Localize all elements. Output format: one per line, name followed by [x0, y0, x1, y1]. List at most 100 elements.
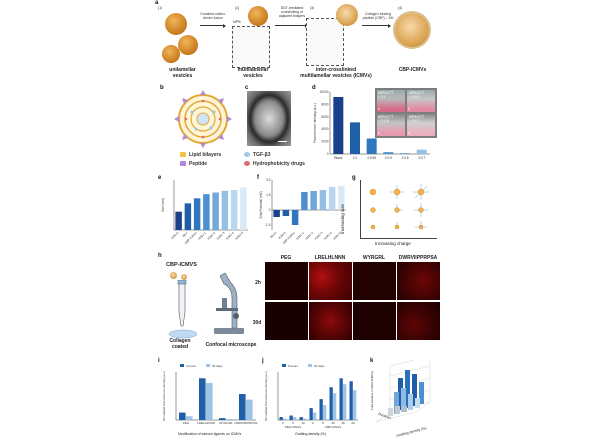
e-xtick-label: MLV	[182, 231, 189, 238]
multilamellar-vesicle	[248, 6, 268, 26]
panel-e-label: e	[158, 175, 162, 181]
photo-marker-a: a	[378, 107, 380, 111]
d-ytick-label: 10000	[320, 90, 329, 94]
i-bar	[186, 416, 193, 420]
j-group-label: PEG-ICMVs	[285, 425, 302, 429]
j-xtick-label: 2	[312, 421, 314, 425]
legend-peptide-swatch	[180, 161, 186, 166]
d-ytick-label: 4000	[321, 127, 328, 131]
f-bar	[301, 192, 308, 210]
j-legend-swatch	[282, 364, 286, 367]
j-bar	[279, 417, 283, 420]
i-legend-swatch	[180, 364, 184, 367]
step-2-label: (2)	[235, 6, 240, 10]
f-xtick-label: ICMV-5	[332, 231, 342, 241]
panel-k-label: k	[370, 358, 374, 364]
e-bar	[175, 211, 182, 230]
legend-peptide-label: Peptide	[189, 161, 208, 167]
multilamellar-zoom-box	[232, 26, 270, 68]
d-xtick-label: Blank	[334, 156, 342, 160]
d-xtick-label: 2:0.7	[418, 156, 425, 160]
d-xtick-label: 2:0.9	[385, 156, 392, 160]
f-ytick-label: 0	[269, 208, 271, 212]
photo-label-b: MPB:DTT = 2:0.9	[409, 91, 425, 99]
j-xtick-label: 10	[331, 421, 335, 425]
fluor-dwrviipprpsa-2h	[397, 262, 440, 300]
photo-tube-c	[377, 114, 405, 136]
e-bar	[221, 190, 229, 230]
panel-f-label: f	[257, 175, 259, 181]
f-ytick-label: 3.0	[266, 178, 271, 182]
d-xtick-label: 2:1	[353, 156, 358, 160]
j-bar	[339, 378, 343, 420]
j-xtick-label: 5	[322, 421, 324, 425]
f-ytick-label: 1.5	[266, 193, 271, 197]
fluor-wyrgrl-30d	[353, 302, 396, 340]
photo-marker-c: c	[378, 131, 380, 135]
cbp-icmv-caption: CBP-ICMVs	[398, 67, 427, 73]
f-xtick-label: ICMV-3	[314, 231, 324, 241]
size-charge-particles	[369, 184, 429, 230]
collagen-caption: Collagen coated	[169, 338, 191, 350]
size-axis-label: Increasing size	[340, 203, 345, 234]
photo-marker-b: b	[408, 107, 410, 111]
e-xtick-label: ICMV-5	[234, 231, 244, 241]
i-xtick-label: WYRGRL	[219, 421, 232, 425]
f-xtick-label: ICMV-2	[304, 231, 314, 241]
step-4-label: (4)	[398, 6, 403, 10]
d-xtick-label: 2:0.95	[367, 156, 376, 160]
e-bar	[230, 190, 238, 230]
j-bar	[299, 417, 303, 420]
legend-lipid-label: Lipid bilayers	[189, 152, 222, 158]
photo-tube-b	[407, 90, 435, 112]
arrow-cbp	[362, 23, 391, 28]
i-bar	[199, 378, 206, 420]
photo-marker-d: d	[408, 131, 410, 135]
ligand-bar-chart: Normalized Fluorescence intensity (a.u.)…	[162, 364, 257, 425]
f-bar	[328, 187, 336, 210]
step-3-label: (3)	[310, 6, 315, 10]
d-ytick-label: 2000	[321, 140, 328, 144]
j-bar	[309, 408, 313, 420]
col-header-peg: PEG	[280, 255, 292, 261]
e-bar	[203, 194, 210, 230]
e-bar	[184, 203, 192, 230]
f-bar	[273, 210, 280, 217]
unilamellar-caption: unilamellar vesicles	[169, 67, 196, 79]
i-legend-swatch	[206, 364, 210, 367]
f-bar	[282, 210, 290, 216]
j-xtick-label: 2	[282, 421, 284, 425]
photo-tube-d	[407, 114, 435, 136]
d-bar	[366, 138, 377, 154]
panel-i-label: i	[158, 358, 160, 364]
mpb-label: MPB	[233, 20, 241, 24]
cbp-icmv-particle-1	[170, 272, 177, 279]
legend-tgf-swatch	[244, 152, 250, 157]
f-ylabel: Zeta Potential (mV)	[259, 191, 263, 218]
f-xtick-label: ICMV-4	[323, 231, 333, 241]
fluor-peg-2h	[265, 262, 308, 300]
j-xtick-label: 15	[341, 421, 345, 425]
j-group-label: CBP-ICMVs	[325, 425, 342, 429]
e-xtick-label: ICMV-1	[197, 231, 207, 241]
confocal-caption: Confocal microscope	[205, 342, 257, 348]
i-bar	[219, 418, 226, 420]
j-xtick-label: 20	[351, 421, 355, 425]
arrow-fusion	[200, 23, 226, 28]
multilamellar-caption: multilamellar vesicles	[237, 67, 269, 79]
j-bar	[289, 415, 293, 420]
j-legend-label: 0 hours	[288, 364, 299, 368]
chart-k-ylabel: Fold (relative to PEG-ICMVs)	[370, 371, 374, 410]
cbp-icmv-vesicle	[395, 13, 429, 47]
chart-i-xlabel: Modification of various ligands on ICMVs	[178, 432, 242, 436]
f-xtick-label: MLVs	[269, 231, 277, 239]
panel-d-label: d	[312, 85, 316, 91]
i-legend-label: 2 hours	[186, 364, 197, 368]
icmv-zoom-box	[306, 18, 344, 66]
i-bar	[239, 394, 246, 420]
d-xtick-label: 2:0.8	[401, 156, 408, 160]
unilamellar-vesicle-3	[162, 45, 180, 63]
size-charge-grid	[360, 180, 437, 239]
